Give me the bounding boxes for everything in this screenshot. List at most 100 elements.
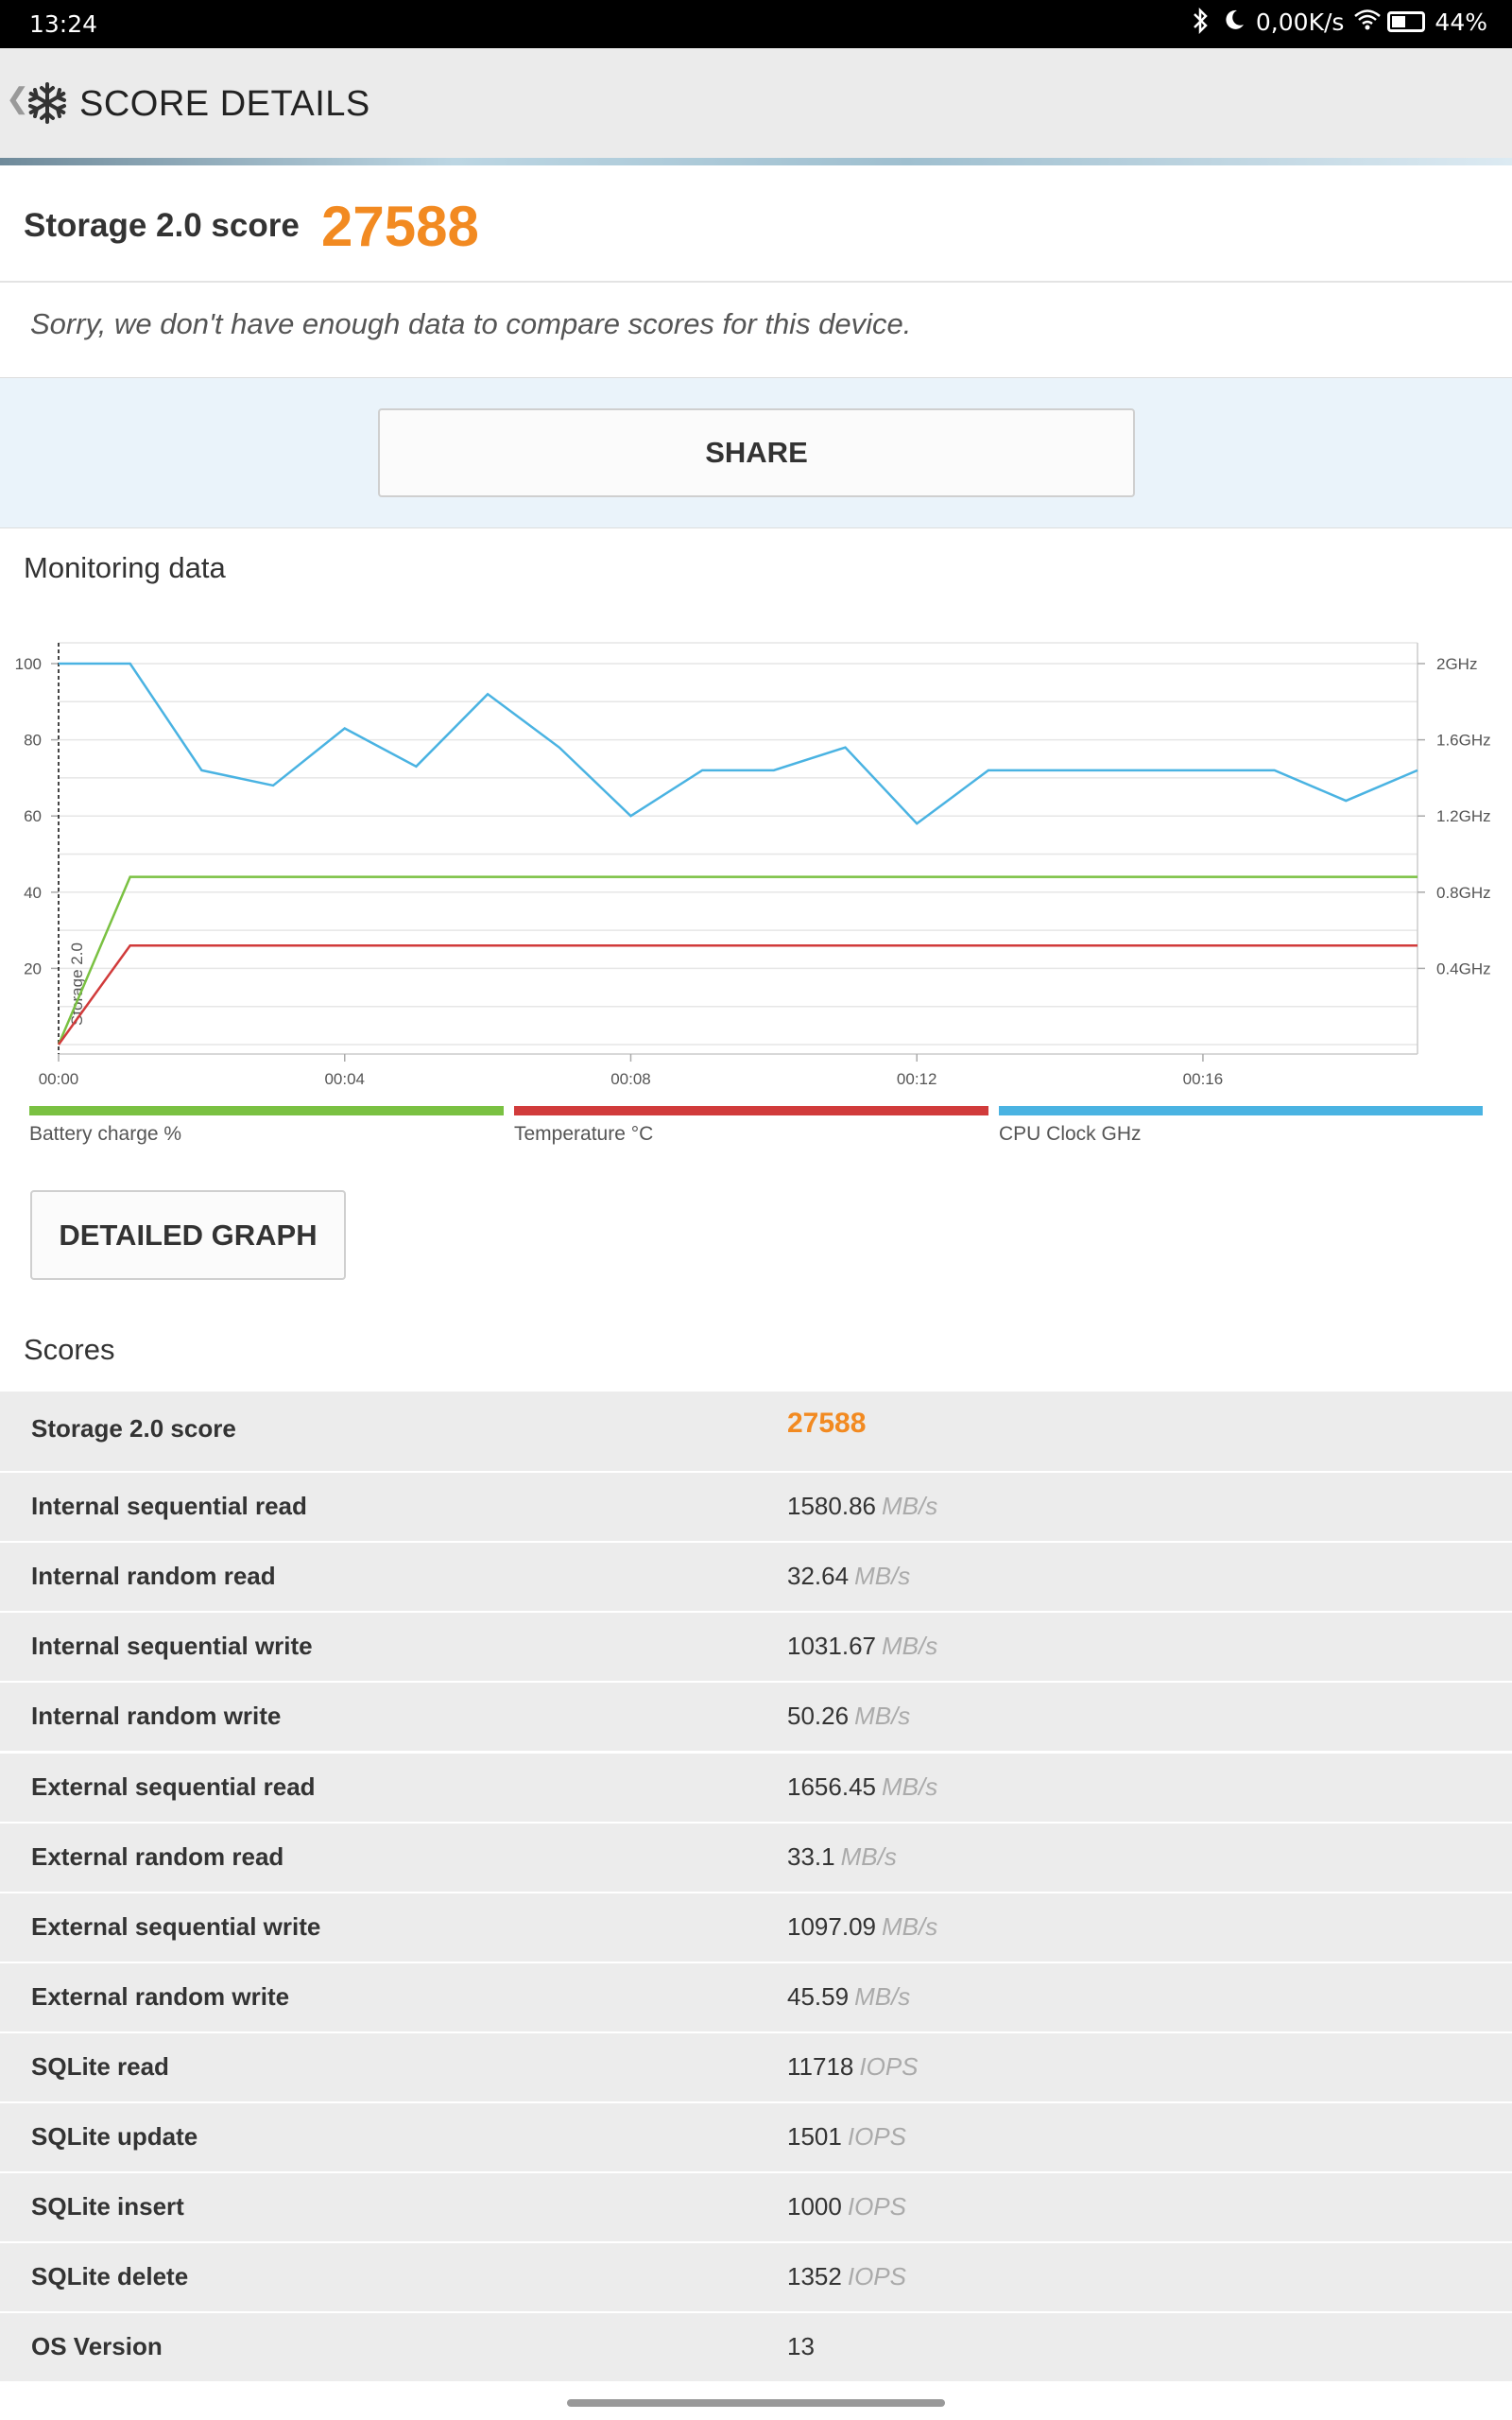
score-unit: IOPS — [847, 2192, 906, 2221]
score-unit: MB/s — [881, 1632, 938, 1660]
detailed-graph-button[interactable]: DETAILED GRAPH — [30, 1190, 346, 1280]
battery-icon — [1387, 11, 1426, 32]
y-tick-label: 100 — [15, 655, 42, 673]
y-right-tick-label: 0.8GHz — [1436, 884, 1491, 902]
score-value: 27588 — [321, 195, 479, 258]
legend-battery: Battery charge % — [29, 1106, 504, 1163]
table-row: SQLite delete 1352 IOPS — [0, 2243, 1512, 2311]
score-value: 13 — [787, 2332, 815, 2361]
share-area: SHARE — [0, 378, 1512, 527]
score-unit: IOPS — [847, 2122, 906, 2151]
table-row: OS Version 13 — [0, 2313, 1512, 2381]
score-number: 1000 — [787, 2192, 842, 2221]
table-row: Internal random write 50.26 MB/s — [0, 1683, 1512, 1751]
table-row: SQLite update 1501 IOPS — [0, 2103, 1512, 2171]
status-time: 13:24 — [29, 10, 98, 38]
app-bar: ❮ SCORE DETAILS — [0, 48, 1512, 158]
y-tick-label: 60 — [24, 807, 42, 825]
table-row: SQLite insert 1000 IOPS — [0, 2173, 1512, 2241]
monitoring-chart: 100 80 60 40 20 2GHz 1.6GHz 1.2GHz 0.8GHz 0.4GHz 0… — [15, 642, 1491, 1087]
score-name: SQLite delete — [31, 2262, 189, 2290]
score-number: 13 — [787, 2332, 815, 2360]
score-value: 1000 IOPS — [787, 2192, 906, 2221]
table-row: External random write 45.59 MB/s — [0, 1963, 1512, 2031]
y-right-tick-label: 2GHz — [1436, 655, 1477, 673]
table-row: Storage 2.0 score 27588 — [0, 1392, 1512, 1471]
status-bar: 13:24 0,00K/s 44% — [0, 0, 1512, 48]
share-button[interactable]: SHARE — [378, 408, 1135, 497]
legend-battery-swatch — [29, 1106, 504, 1115]
score-unit: MB/s — [881, 1492, 938, 1520]
score-unit: MB/s — [854, 1982, 911, 2011]
score-name: External random read — [31, 1842, 284, 1871]
y-tick-label: 40 — [24, 884, 42, 902]
table-row: External sequential read 1656.45 MB/s — [0, 1754, 1512, 1822]
legend-cpu-swatch — [999, 1106, 1483, 1115]
y-right-tick-label: 1.6GHz — [1436, 732, 1491, 750]
series-line-cpu-clock — [59, 662, 1418, 825]
score-number: 1656.45 — [787, 1772, 876, 1801]
scores-title: Scores — [24, 1333, 115, 1366]
score-number: 1580.86 — [787, 1492, 876, 1520]
x-tick-label: 00:16 — [1183, 1070, 1224, 1087]
score-unit: MB/s — [854, 1562, 911, 1590]
score-value: 27588 — [787, 1408, 866, 1440]
home-indicator[interactable] — [567, 2399, 945, 2407]
score-number: 32.64 — [787, 1562, 850, 1590]
chevron-left-icon[interactable]: ❮ — [6, 83, 30, 114]
y-tick-label: 20 — [24, 959, 42, 977]
series-line-temperature — [57, 943, 1418, 1046]
legend-cpu-label: CPU Clock GHz — [999, 1123, 1142, 1145]
score-unit: MB/s — [881, 1772, 938, 1801]
score-name: SQLite update — [31, 2122, 198, 2151]
moon-icon — [1222, 8, 1246, 36]
score-value: 32.64 MB/s — [787, 1562, 910, 1591]
score-number: 33.1 — [787, 1842, 835, 1871]
score-number: 11718 — [787, 2052, 854, 2081]
score-name: Storage 2.0 score — [31, 1414, 236, 1443]
compare-note: Sorry, we don't have enough data to comp… — [30, 307, 912, 340]
wifi-icon — [1353, 8, 1382, 36]
score-value: 45.59 MB/s — [787, 1982, 910, 2012]
legend-temperature: Temperature °C — [514, 1106, 988, 1163]
score-name: OS Version — [31, 2332, 163, 2360]
score-card: Storage 2.0 score 27588 Sorry, we don't … — [0, 165, 1512, 378]
score-value: 33.1 MB/s — [787, 1842, 897, 1872]
header-banner-image — [0, 158, 1512, 165]
legend-cpu: CPU Clock GHz — [999, 1106, 1483, 1163]
score-name: Internal random read — [31, 1562, 276, 1590]
table-row: Internal sequential read 1580.86 MB/s — [0, 1473, 1512, 1541]
y-right-tick-label: 1.2GHz — [1436, 807, 1491, 825]
score-unit: MB/s — [854, 1702, 911, 1730]
network-speed: 0,00K/s — [1255, 8, 1345, 36]
table-row: External random read 33.1 MB/s — [0, 1824, 1512, 1892]
score-number: 1031.67 — [787, 1632, 876, 1660]
page-title: SCORE DETAILS — [79, 84, 370, 124]
score-value: 1097.09 MB/s — [787, 1912, 937, 1942]
monitoring-title: Monitoring data — [24, 551, 226, 584]
series-line-battery — [57, 875, 1418, 1046]
score-unit: IOPS — [859, 2052, 919, 2081]
score-unit: IOPS — [847, 2262, 906, 2290]
x-tick-label: 00:12 — [897, 1070, 937, 1087]
table-row: External sequential write 1097.09 MB/s — [0, 1893, 1512, 1962]
snowflake-icon[interactable] — [25, 80, 70, 126]
score-name: SQLite insert — [31, 2192, 184, 2221]
score-number: 50.26 — [787, 1702, 850, 1730]
score-value: 1031.67 MB/s — [787, 1632, 937, 1661]
y-tick-label: 80 — [24, 732, 42, 750]
score-name: External sequential write — [31, 1912, 321, 1941]
score-number: 45.59 — [787, 1982, 850, 2011]
score-value: 1352 IOPS — [787, 2262, 906, 2291]
score-unit: MB/s — [881, 1912, 938, 1941]
table-row: Internal sequential write 1031.67 MB/s — [0, 1613, 1512, 1681]
score-number: 1097.09 — [787, 1912, 876, 1941]
score-name: External sequential read — [31, 1772, 316, 1801]
legend-temperature-label: Temperature °C — [514, 1123, 654, 1145]
x-tick-label: 00:00 — [39, 1070, 79, 1087]
score-name: External random write — [31, 1982, 290, 2011]
score-value: 1501 IOPS — [787, 2122, 906, 2152]
bluetooth-icon — [1188, 7, 1212, 36]
x-tick-label: 00:08 — [610, 1070, 651, 1087]
score-value: 50.26 MB/s — [787, 1702, 910, 1731]
